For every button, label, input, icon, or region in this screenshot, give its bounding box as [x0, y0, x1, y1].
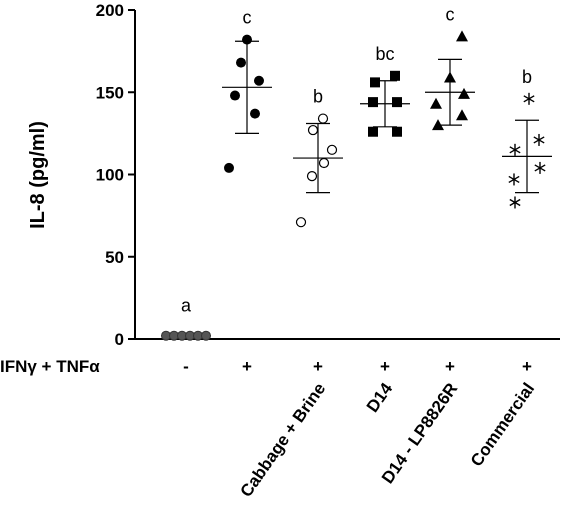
data-point [534, 161, 546, 174]
category-label: Commercial [467, 379, 538, 470]
data-point [370, 77, 380, 88]
data-point [236, 57, 246, 68]
treatment-sign: + [445, 357, 455, 376]
asterisk-stroke [534, 164, 546, 172]
data-point [368, 97, 378, 108]
data-point [508, 173, 520, 186]
treatment-label: IFNγ + TNFα [0, 357, 100, 376]
significance-label: c [243, 8, 252, 28]
data-point [368, 126, 378, 137]
data-point [230, 90, 240, 101]
significance-label: b [522, 67, 532, 87]
data-point [318, 157, 330, 169]
significance-label: c [446, 4, 455, 24]
y-tick-label: 150 [96, 83, 124, 102]
y-tick-label: 50 [105, 248, 124, 267]
data-groups: a c b bc c b [161, 4, 552, 341]
data-point [458, 87, 470, 99]
treatment-sign: + [242, 357, 252, 376]
group-2: b [293, 87, 343, 228]
y-tick-label: 200 [96, 1, 124, 20]
data-point [306, 171, 318, 182]
data-point [533, 133, 545, 146]
data-point [201, 330, 211, 341]
category-label: D14 [363, 379, 397, 416]
data-point [392, 126, 402, 137]
treatment-sign: + [313, 357, 323, 376]
y-axis: 0 50 100 150 200 [96, 1, 136, 349]
data-point [295, 217, 307, 228]
data-point [430, 97, 442, 109]
significance-label: a [181, 296, 192, 316]
category-label: Cabbage + Brine [236, 379, 329, 500]
data-point [390, 70, 400, 81]
data-point [307, 124, 319, 136]
group-4: c [425, 4, 475, 131]
asterisk-stroke [523, 95, 535, 103]
group-3: bc [360, 44, 410, 137]
data-point [509, 196, 521, 209]
significance-label: bc [375, 44, 394, 64]
data-point [444, 71, 456, 83]
asterisk-stroke [509, 146, 521, 154]
treatment-signs: - + + + + + [183, 357, 532, 376]
y-axis-title: IL-8 (pg/ml) [27, 121, 49, 229]
asterisk-stroke [508, 175, 520, 184]
data-point [392, 97, 402, 108]
data-point [317, 113, 329, 124]
data-point [326, 144, 338, 155]
data-point [254, 75, 264, 86]
data-point [509, 143, 521, 156]
data-point [456, 30, 468, 42]
data-point [456, 109, 468, 121]
significance-label: b [313, 87, 323, 107]
data-point [242, 34, 252, 45]
group-0: a [161, 296, 211, 341]
data-point [250, 108, 260, 119]
group-5: b [502, 67, 552, 209]
treatment-sign: + [522, 357, 532, 376]
y-tick-label: 100 [96, 166, 124, 185]
group-1: c [222, 8, 272, 173]
asterisk-stroke [533, 136, 545, 144]
y-tick-label: 0 [115, 330, 124, 349]
data-point [224, 162, 234, 173]
treatment-sign: + [380, 357, 390, 376]
treatment-sign: - [183, 357, 189, 376]
data-point [432, 119, 444, 131]
data-point [523, 92, 535, 105]
asterisk-stroke [509, 198, 521, 207]
